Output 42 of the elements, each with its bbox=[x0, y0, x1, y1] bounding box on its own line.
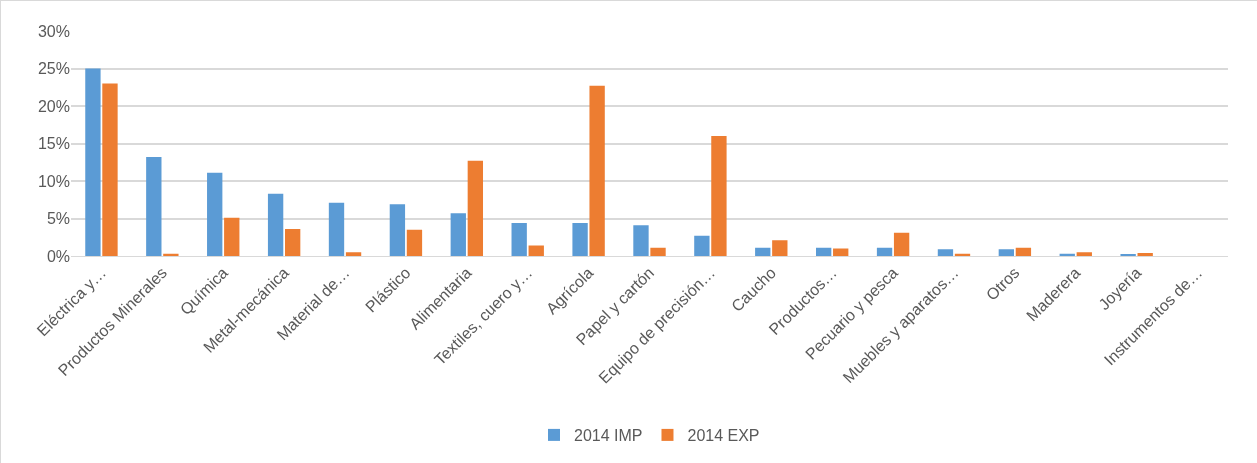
bar bbox=[1076, 252, 1092, 256]
bar bbox=[406, 229, 423, 256]
bar bbox=[833, 248, 849, 256]
bar bbox=[163, 253, 179, 256]
bar bbox=[1015, 247, 1032, 256]
y-tick-label: 0% bbox=[46, 247, 70, 265]
y-tick-label: 30% bbox=[37, 22, 70, 40]
bar bbox=[633, 225, 649, 256]
bar bbox=[389, 204, 406, 256]
bar bbox=[876, 247, 893, 256]
bar bbox=[328, 202, 345, 256]
bar bbox=[589, 85, 605, 256]
bar bbox=[694, 235, 710, 256]
bar bbox=[467, 160, 484, 256]
bar bbox=[267, 193, 284, 256]
bar bbox=[146, 157, 162, 256]
y-tick-label: 10% bbox=[37, 172, 70, 190]
y-tick-label: 5% bbox=[46, 210, 70, 228]
bar bbox=[345, 252, 362, 256]
bar bbox=[1137, 253, 1153, 256]
bar bbox=[893, 232, 910, 256]
y-tick-label: 15% bbox=[37, 135, 70, 153]
bar bbox=[711, 136, 727, 256]
bar bbox=[207, 172, 223, 256]
bar bbox=[998, 249, 1015, 256]
bar bbox=[284, 229, 301, 256]
bar bbox=[937, 249, 954, 256]
bar bbox=[224, 217, 240, 256]
bar bbox=[815, 247, 832, 256]
bar bbox=[755, 247, 771, 256]
y-tick-label: 20% bbox=[37, 97, 70, 115]
legend-label: 2014 EXP bbox=[687, 427, 760, 445]
bar bbox=[85, 68, 101, 256]
legend-label: 2014 IMP bbox=[574, 427, 643, 445]
bar bbox=[450, 213, 466, 256]
bar bbox=[528, 245, 544, 256]
bar bbox=[572, 223, 588, 256]
bar bbox=[511, 223, 527, 256]
bar bbox=[772, 240, 788, 256]
bar bbox=[650, 247, 666, 256]
y-tick-label: 25% bbox=[37, 60, 70, 78]
bar bbox=[102, 83, 118, 256]
